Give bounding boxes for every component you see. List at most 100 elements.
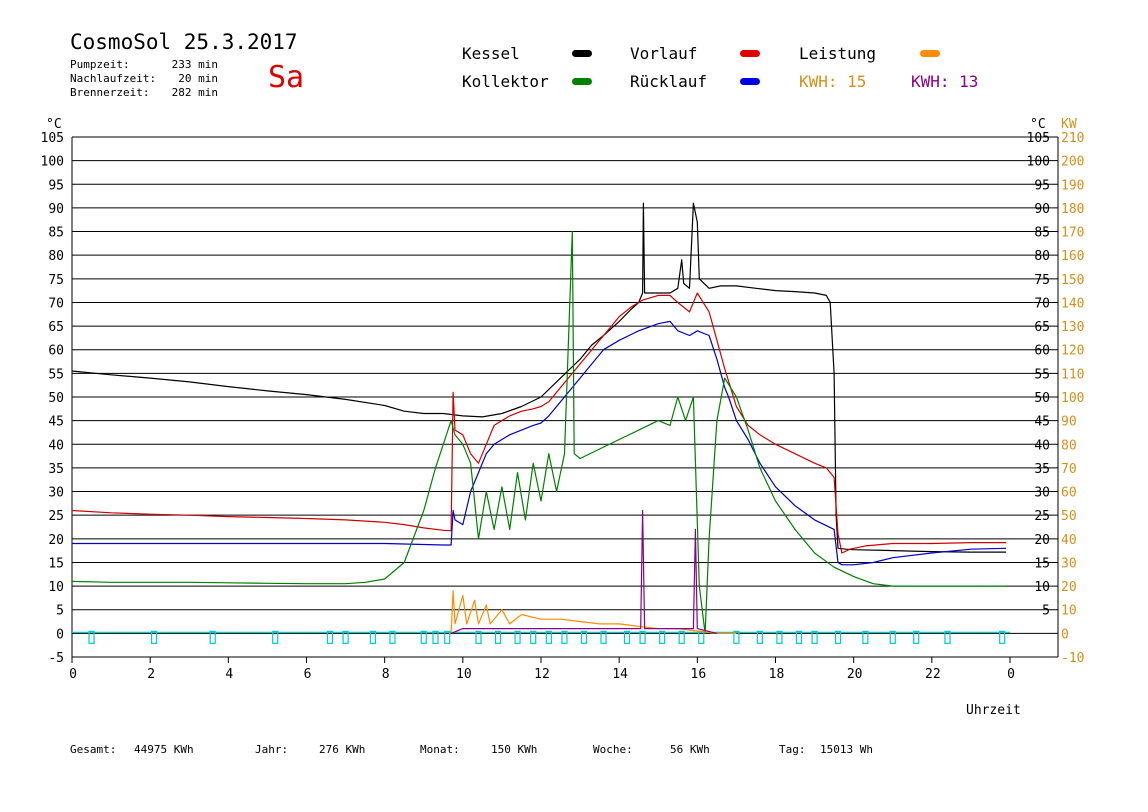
pump-mark: [776, 630, 783, 644]
footer-woche: Woche: 56 KWh: [593, 743, 710, 756]
pump-mark: [342, 630, 349, 644]
y-tick-label-right: 95: [1034, 178, 1050, 193]
legend-kollektor-swatch: [572, 78, 592, 85]
y-tick-label-right: 85: [1034, 226, 1050, 241]
x-tick-label: 12: [534, 667, 550, 682]
stat-label: Nachlaufzeit:: [70, 72, 157, 85]
kw-tick-label: 40: [1061, 533, 1077, 548]
kw-tick-label: 140: [1061, 296, 1084, 311]
y-tick-label-right: 15: [1034, 556, 1050, 571]
pump-mark: [600, 630, 607, 644]
y-tick-label: 25: [48, 509, 64, 524]
legend-vorlauf-swatch: [740, 50, 760, 57]
pump-mark: [795, 630, 803, 644]
kw-tick-label: -10: [1061, 651, 1084, 666]
kw-tick-label: 60: [1061, 486, 1077, 501]
y-tick-label: 80: [48, 249, 64, 264]
y-tick-label-right: 40: [1034, 438, 1050, 453]
kw-tick-label: 90: [1061, 415, 1077, 430]
kw-tick-label: 120: [1061, 344, 1084, 359]
y-tick-label-right: 30: [1034, 486, 1050, 501]
y-tick-label-right: 45: [1034, 415, 1050, 430]
kw-tick-label: 200: [1061, 155, 1084, 170]
pump-mark: [889, 630, 896, 644]
y-tick-label-right: 10: [1034, 580, 1050, 595]
y-tick-label: 60: [48, 344, 64, 359]
kw-tick-label: 100: [1061, 391, 1084, 406]
pump-mark: [326, 630, 334, 644]
y-tick-label-right: 100: [1027, 155, 1050, 170]
y-tick-label: 20: [48, 533, 64, 548]
footer-monat: Monat: 150 KWh: [420, 743, 537, 756]
footer-label: Woche:: [593, 743, 633, 756]
pump-mark: [913, 630, 920, 644]
footer-value: 276 KWh: [319, 743, 366, 756]
pump-mark: [561, 630, 568, 644]
pump-mark: [678, 630, 685, 644]
pump-marks: [72, 630, 1010, 644]
pump-mark: [209, 630, 216, 644]
y-tick-label: 95: [48, 178, 64, 193]
kw-ticks: -10 0 10 20 30 40 50 60 70 80 90 100 110 120 130 140 150…: [1061, 131, 1084, 666]
y-tick-label-right: 80: [1034, 249, 1050, 264]
pump-mark: [514, 630, 521, 644]
pump-mark: [369, 630, 377, 644]
y-tick-label-right: 65: [1034, 320, 1050, 335]
x-tick-label: 20: [847, 667, 863, 682]
kw-tick-label: 50: [1061, 509, 1077, 524]
x-tick-label: 0: [69, 667, 77, 682]
y-tick-label-right: 55: [1034, 367, 1050, 382]
stat-nachlaufzeit: Nachlaufzeit: 20 min: [70, 72, 218, 85]
y-tick-label-right: 70: [1034, 296, 1050, 311]
y-tick-label: 100: [41, 155, 64, 170]
footer-tag: Tag: 15013 Wh: [779, 743, 873, 756]
legend-ruecklauf-swatch: [740, 78, 760, 85]
chart-title: CosmoSol 25.3.2017: [70, 30, 298, 54]
y-tick-label-right: 75: [1034, 273, 1050, 288]
y-tick-label: 55: [48, 367, 64, 382]
pump-mark: [420, 630, 427, 644]
kwh1-value: 15: [847, 72, 867, 91]
legend-kessel-swatch: [572, 50, 592, 57]
legend-kessel-label: Kessel: [462, 44, 520, 63]
y-ticks-left: -5 0 5 10 15 20 25 30 35 40 45 50 55 60 65 70 75 80 85 90 95…: [41, 131, 64, 666]
pump-mark: [389, 630, 396, 644]
pump-mark: [475, 630, 482, 644]
x-tick-label: 18: [769, 667, 785, 682]
kw-tick-label: 30: [1061, 556, 1077, 571]
pump-mark: [659, 630, 666, 644]
stat-value: 233 min: [171, 58, 218, 71]
pump-mark: [834, 630, 842, 644]
series-kwh-2: [450, 509, 718, 634]
footer-value: 44975 KWh: [134, 743, 194, 756]
footer-value: 150 KWh: [491, 743, 538, 756]
series-vorlauf: [71, 292, 1007, 554]
legend-ruecklauf-label: Rücklauf: [630, 72, 708, 91]
y-tick-label-right: 90: [1034, 202, 1050, 217]
footer-label: Tag:: [779, 743, 806, 756]
footer-label: Gesamt:: [70, 743, 117, 756]
kw-tick-label: 70: [1061, 462, 1077, 477]
x-tick-label: 10: [456, 667, 472, 682]
y-tick-label-right: 35: [1034, 462, 1050, 477]
pump-mark: [150, 630, 158, 644]
x-tick-label: 4: [225, 667, 233, 682]
kw-tick-label: 20: [1061, 580, 1077, 595]
kw-tick-label: 80: [1061, 438, 1077, 453]
legend-kwh2: KWH: 13: [911, 72, 978, 91]
y-tick-label: 105: [41, 131, 64, 146]
kw-axis-label: KW: [1061, 117, 1077, 132]
y-tick-label: 50: [48, 391, 64, 406]
x-tick-label: 8: [382, 667, 390, 682]
pump-mark: [580, 630, 588, 644]
x-tick-label: 6: [304, 667, 312, 682]
footer-gesamt: Gesamt: 44975 KWh: [70, 743, 194, 756]
legend-vorlauf-label: Vorlauf: [630, 44, 698, 63]
pump-mark: [811, 630, 818, 644]
stat-value: 20 min: [178, 72, 218, 85]
stat-label: Pumpzeit:: [70, 58, 130, 71]
x-axis-label: Uhrzeit: [966, 703, 1021, 718]
pump-mark: [444, 630, 451, 644]
y-tick-label-right: 60: [1034, 344, 1050, 359]
